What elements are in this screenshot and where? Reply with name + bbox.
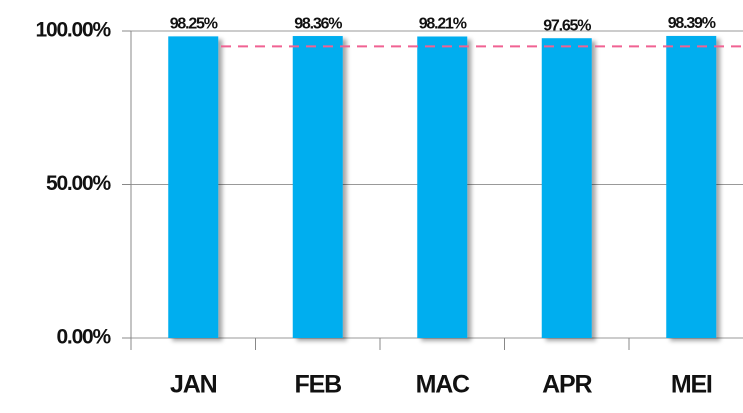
y-tick-label: 100.00% [35, 19, 111, 42]
bar [666, 35, 717, 339]
y-tick-label: 50.00% [46, 172, 112, 195]
x-tick-label: MEI [671, 371, 712, 399]
value-label: 98.21% [419, 16, 467, 33]
value-label: 98.39% [668, 15, 716, 32]
bar [541, 38, 592, 338]
x-tick-label: MAC [416, 371, 470, 399]
x-tick-label: FEB [295, 371, 342, 399]
x-tick-label: JAN [170, 371, 217, 399]
y-tick-label: 0.00% [56, 326, 111, 349]
bar [168, 36, 219, 339]
value-label: 98.25% [170, 16, 218, 33]
value-label: 98.36% [294, 15, 342, 32]
bar [417, 36, 468, 338]
bar [292, 36, 343, 339]
value-label: 97.65% [543, 17, 591, 34]
x-tick-label: APR [542, 371, 592, 399]
